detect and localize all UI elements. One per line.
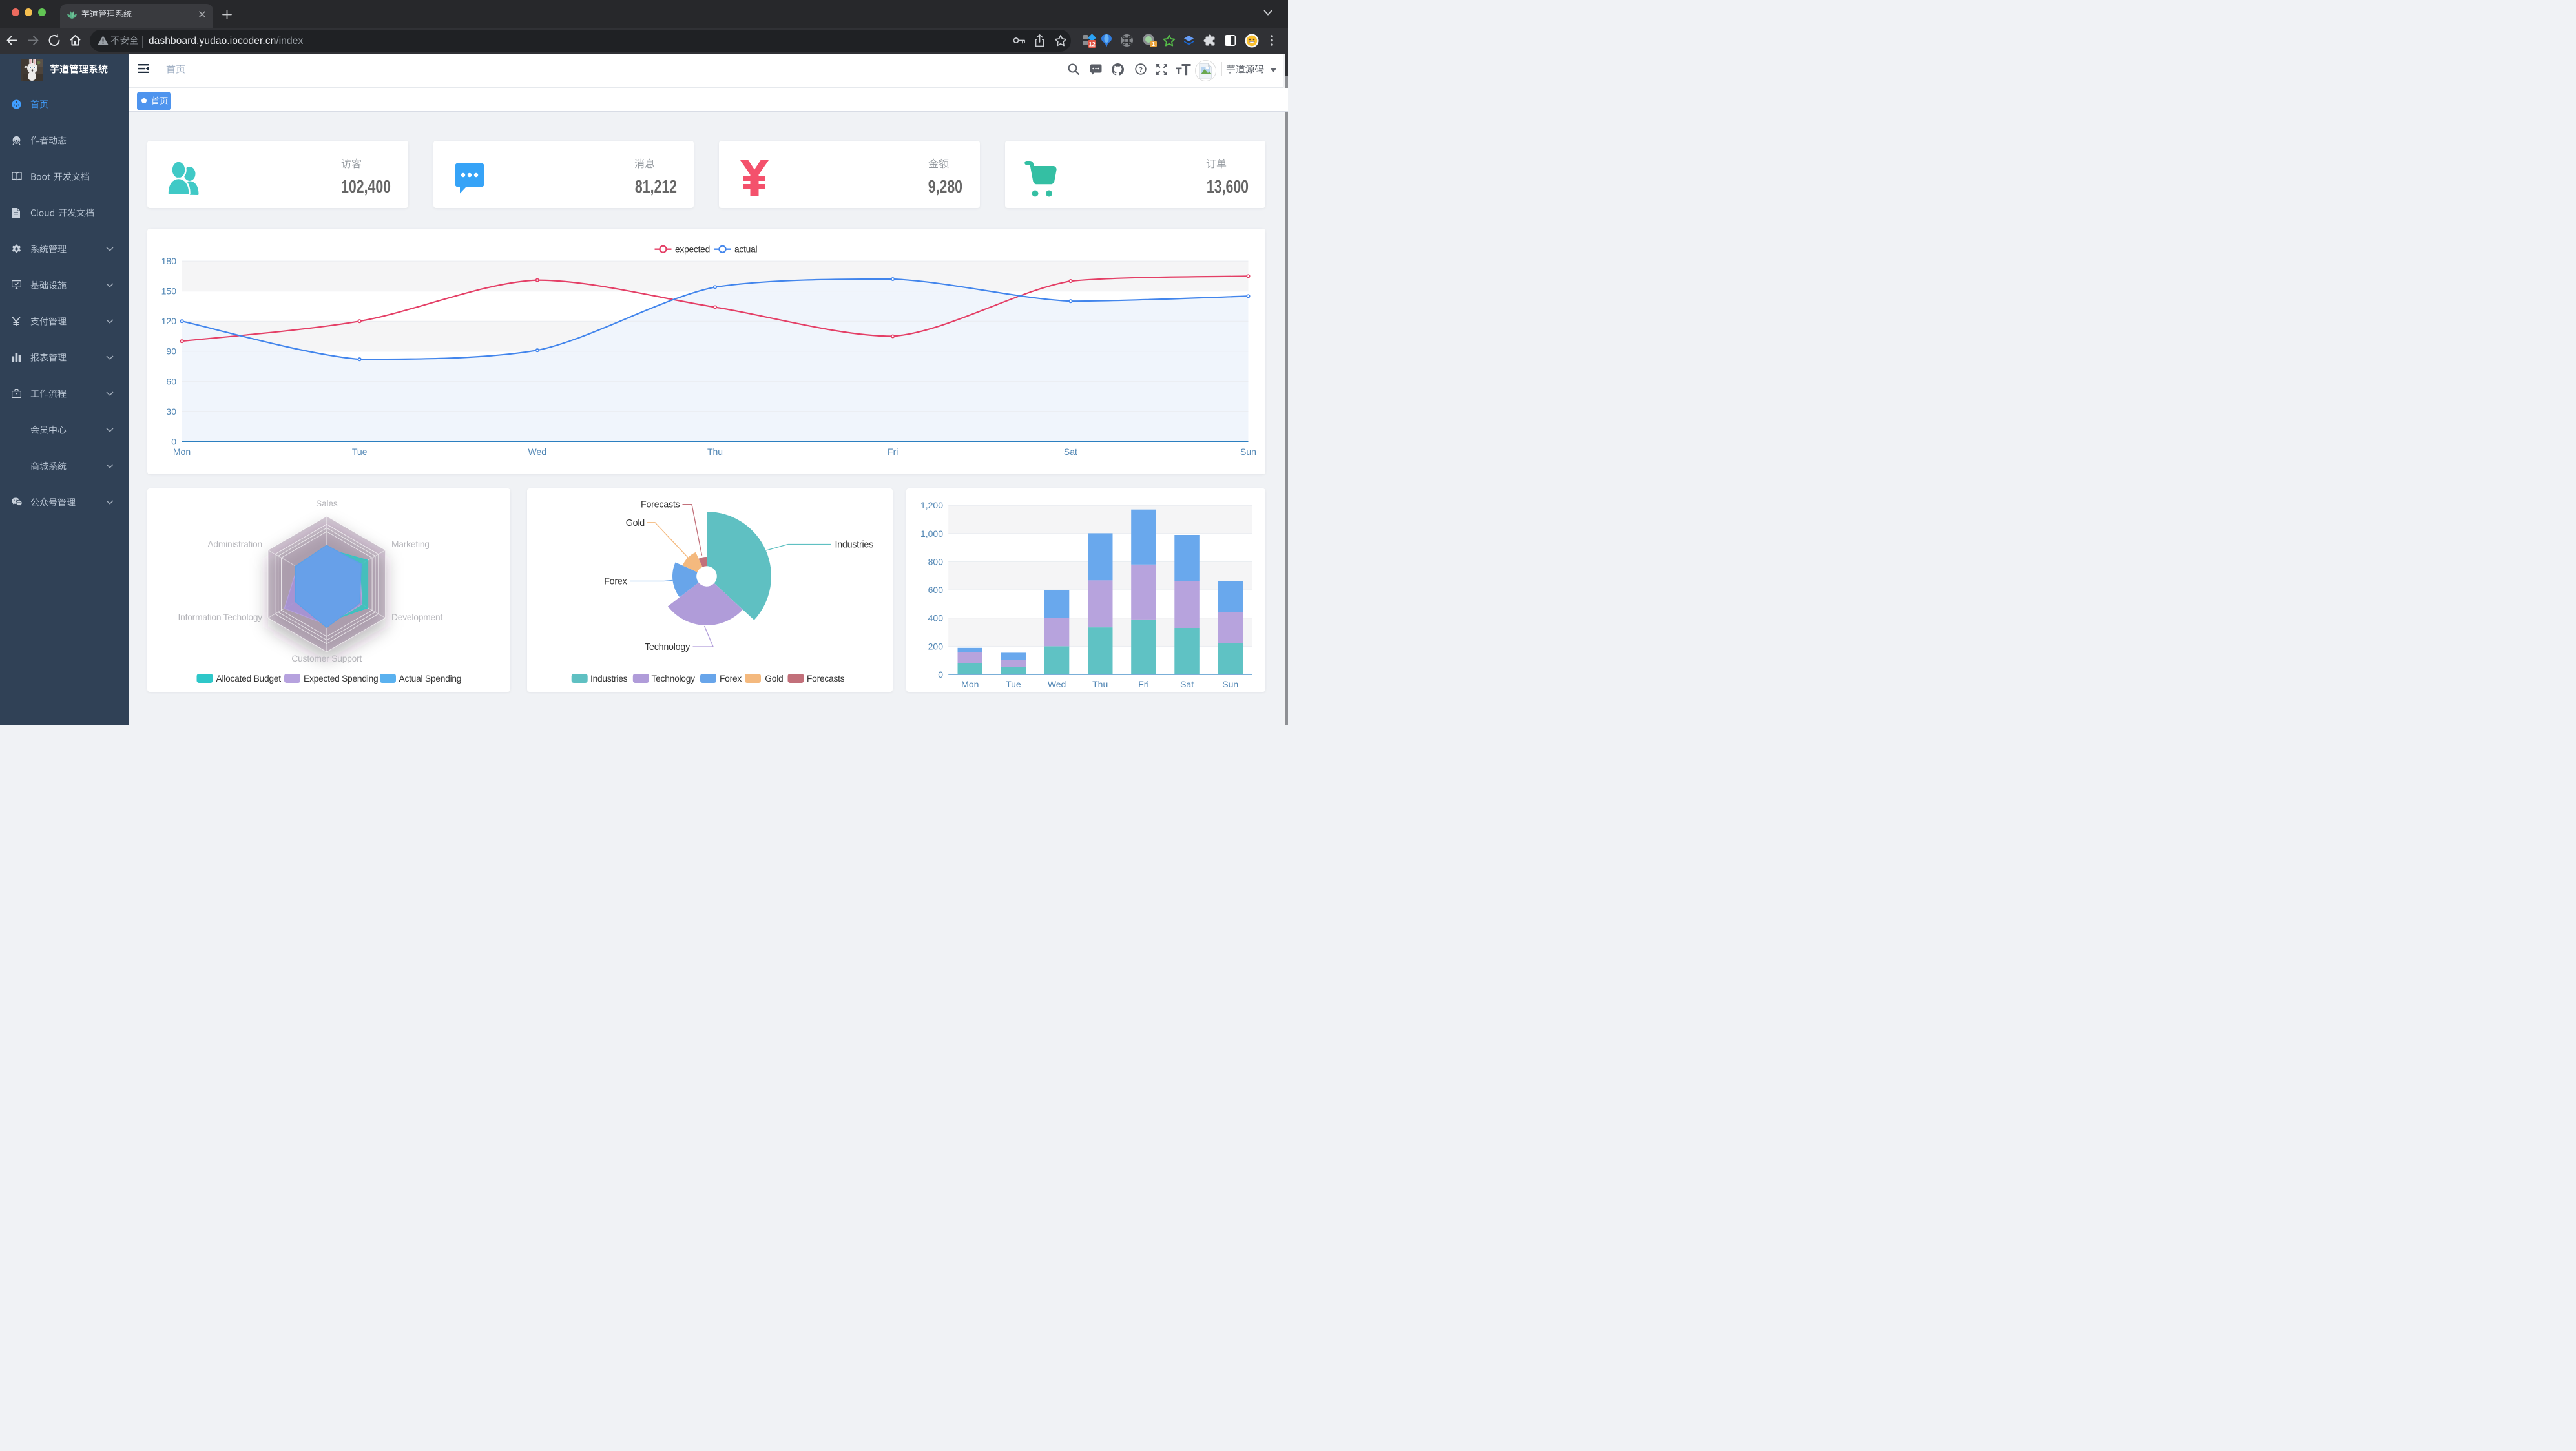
svg-text:12: 12 [1088,41,1096,48]
svg-text:Information Techology: Information Techology [178,612,262,622]
svg-text:Mon: Mon [961,679,979,689]
svg-text:600: 600 [928,585,944,595]
svg-text:Industries: Industries [835,540,874,550]
svg-text:150: 150 [161,286,177,297]
svg-text:Fri: Fri [1138,679,1148,689]
svg-text:400: 400 [928,613,944,623]
svg-text:0: 0 [171,436,176,446]
svg-text:Gold: Gold [626,518,645,528]
svg-text:Allocated Budget: Allocated Budget [216,674,282,684]
svg-text:Mon: Mon [173,446,191,457]
svg-text:Sat: Sat [1180,679,1194,689]
svg-text:Marketing: Marketing [391,539,430,549]
svg-text:Administration: Administration [207,539,262,549]
svg-text:Thu: Thu [707,446,723,457]
svg-text:Development: Development [391,612,442,622]
svg-text:60: 60 [166,376,176,386]
svg-text:Forecasts: Forecasts [641,500,680,510]
svg-text:Thu: Thu [1092,679,1108,689]
svg-text:200: 200 [928,641,944,651]
svg-text:Forex: Forex [604,577,627,587]
svg-text:Technology: Technology [645,642,691,652]
svg-text:Actual Spending: Actual Spending [399,674,462,684]
svg-text:expected: expected [675,245,710,255]
svg-text:Forecasts: Forecasts [807,674,845,684]
svg-text:?: ? [1139,66,1143,74]
svg-text:1,000: 1,000 [920,528,943,539]
svg-text:Expected Spending: Expected Spending [304,674,378,684]
svg-text:1: 1 [1152,41,1155,47]
svg-text:Technology: Technology [652,674,696,684]
svg-text:Tue: Tue [352,446,368,457]
svg-text:Tue: Tue [1006,679,1021,689]
svg-text:0: 0 [938,669,943,680]
svg-text:180: 180 [161,256,177,266]
svg-text:actual: actual [734,245,758,255]
svg-text:Sales: Sales [316,499,338,508]
svg-text:30: 30 [166,406,176,417]
svg-text:Industries: Industries [590,674,628,684]
svg-text:Wed: Wed [528,446,547,457]
svg-text:Sun: Sun [1240,446,1256,457]
svg-text:1,200: 1,200 [920,500,943,510]
svg-text:Sun: Sun [1222,679,1238,689]
svg-text:Sat: Sat [1064,446,1077,457]
svg-text:90: 90 [166,346,176,357]
svg-text:120: 120 [161,316,177,326]
svg-text:Wed: Wed [1048,679,1066,689]
svg-text:800: 800 [928,556,944,567]
svg-text:Fri: Fri [888,446,898,457]
svg-text:Gold: Gold [765,674,783,684]
svg-text:Customer Support: Customer Support [291,654,362,663]
svg-text:Forex: Forex [720,674,742,684]
